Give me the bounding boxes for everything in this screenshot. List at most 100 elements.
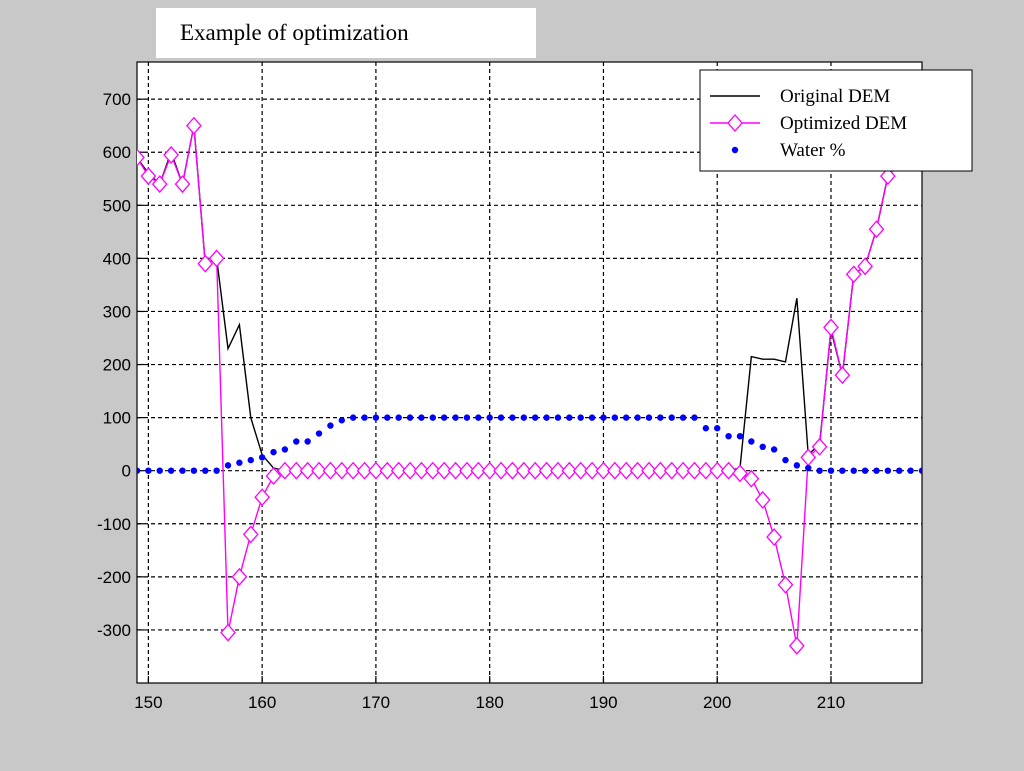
legend-label: Original DEM	[780, 86, 890, 107]
data-point-diamond	[550, 461, 566, 480]
data-point-dot	[145, 467, 152, 474]
y-tick-label: 700	[103, 90, 131, 109]
data-point-dot	[600, 414, 607, 421]
data-point-diamond	[265, 467, 282, 485]
data-point-dot	[907, 467, 914, 474]
data-point-diamond	[515, 461, 532, 480]
data-point-dot	[497, 414, 505, 421]
data-point-diamond	[470, 461, 487, 480]
data-point-dot	[543, 414, 550, 421]
data-point-diamond	[242, 525, 259, 544]
data-point-diamond	[754, 490, 771, 509]
data-point-diamond	[823, 318, 839, 337]
data-point-dot	[873, 467, 880, 474]
data-point-dot	[839, 467, 846, 474]
y-tick-label: -300	[97, 621, 131, 640]
data-point-dot	[805, 464, 812, 472]
data-point-dot	[884, 467, 892, 474]
data-point-diamond	[413, 461, 430, 480]
data-point-dot	[816, 467, 823, 474]
data-point-diamond	[402, 461, 418, 480]
data-point-diamond	[379, 461, 396, 480]
data-point-dot	[304, 438, 311, 445]
y-tick-label: -200	[97, 568, 131, 587]
data-point-diamond	[663, 461, 680, 480]
legend-label: Optimized DEM	[780, 113, 907, 134]
data-point-dot	[315, 430, 323, 437]
data-point-diamond	[174, 175, 191, 194]
data-point-dot	[634, 414, 641, 421]
data-point-diamond	[137, 148, 145, 167]
data-point-diamond	[356, 461, 373, 480]
y-tick-label: 400	[103, 249, 131, 268]
data-point-diamond	[447, 461, 464, 480]
data-point-dot	[406, 414, 414, 421]
data-point-diamond	[220, 623, 236, 642]
legend-label: Water %	[780, 140, 846, 161]
data-point-dot	[247, 456, 254, 464]
data-point-diamond	[288, 461, 305, 480]
data-point-dot	[190, 467, 198, 474]
data-point-dot	[452, 414, 459, 421]
data-point-diamond	[788, 636, 805, 655]
data-point-dot	[770, 446, 778, 453]
data-point-dot	[714, 425, 721, 432]
legend-swatch-dot	[731, 146, 739, 154]
data-point-diamond	[868, 220, 885, 239]
data-point-diamond	[504, 461, 521, 480]
data-point-dot	[167, 467, 175, 474]
data-point-dot	[213, 467, 220, 474]
x-tick-label: 180	[475, 693, 503, 712]
data-point-dot	[349, 414, 357, 421]
legend-box	[699, 69, 973, 172]
plot-frame	[136, 61, 923, 684]
data-point-diamond	[652, 461, 669, 480]
x-tick-label: 210	[817, 693, 845, 712]
data-point-diamond	[538, 461, 555, 480]
data-point-diamond	[641, 461, 657, 480]
data-point-dot	[224, 462, 232, 469]
data-point-dot	[668, 414, 675, 421]
data-point-diamond	[732, 464, 748, 483]
data-point-diamond	[561, 461, 578, 480]
data-point-diamond	[675, 461, 691, 480]
data-point-diamond	[459, 461, 475, 480]
data-point-dot	[645, 414, 653, 421]
data-point-dot	[475, 414, 482, 421]
data-point-dot	[748, 438, 755, 445]
y-tick-label: 600	[103, 143, 131, 162]
data-point-dot	[850, 467, 857, 474]
data-point-dot	[577, 414, 584, 421]
data-point-diamond	[777, 575, 794, 594]
data-point-dot	[293, 438, 300, 445]
data-point-dot	[896, 467, 903, 474]
data-point-diamond	[697, 461, 714, 480]
data-point-dot	[702, 425, 710, 432]
data-point-dot	[395, 414, 402, 421]
y-tick-label: 200	[103, 356, 131, 375]
data-point-diamond	[834, 366, 851, 385]
x-tick-label: 170	[362, 693, 390, 712]
data-point-diamond	[845, 265, 862, 284]
data-point-diamond	[208, 249, 225, 268]
data-point-dot	[156, 467, 163, 474]
data-point-diamond	[368, 461, 384, 480]
data-point-diamond	[424, 461, 441, 480]
data-point-dot	[372, 414, 380, 421]
data-point-dot	[202, 467, 209, 474]
data-point-dot	[588, 414, 596, 421]
data-point-dot	[736, 432, 744, 440]
y-tick-label: 500	[103, 196, 131, 215]
data-point-dot	[793, 462, 801, 469]
data-point-diamond	[584, 461, 600, 480]
data-point-diamond	[618, 461, 635, 480]
data-point-diamond	[197, 254, 214, 273]
data-point-dot	[520, 414, 528, 421]
data-point-diamond	[595, 461, 612, 480]
data-point-diamond	[493, 461, 509, 480]
data-point-diamond	[709, 461, 726, 480]
data-point-diamond	[254, 488, 271, 507]
data-point-dot	[327, 422, 334, 429]
data-point-dot	[270, 448, 277, 456]
